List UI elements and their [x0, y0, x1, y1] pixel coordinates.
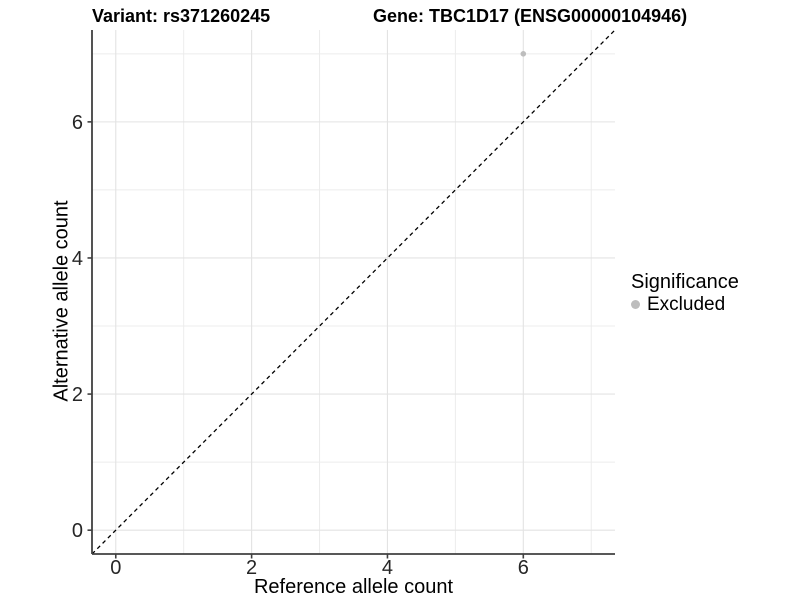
svg-text:6: 6 — [518, 557, 529, 579]
legend-title: Significance — [631, 271, 739, 293]
svg-text:2: 2 — [246, 557, 257, 579]
plot-title-variant: Variant: rs371260245 — [92, 6, 271, 26]
svg-text:0: 0 — [110, 557, 121, 579]
svg-text:0: 0 — [72, 520, 83, 542]
svg-text:4: 4 — [382, 557, 393, 579]
plot-title-gene: Gene: TBC1D17 (ENSG00000104946) — [373, 6, 688, 26]
svg-text:4: 4 — [72, 248, 83, 270]
x-axis-title: Reference allele count — [253, 576, 453, 598]
legend-item-excluded: Excluded — [631, 294, 739, 315]
legend-item-label: Excluded — [647, 294, 726, 315]
legend: Significance Excluded — [631, 271, 739, 315]
svg-text:2: 2 — [72, 384, 83, 406]
y-axis-title: Alternative allele count — [50, 200, 73, 402]
svg-text:6: 6 — [72, 112, 83, 134]
legend-point-icon — [631, 300, 640, 309]
